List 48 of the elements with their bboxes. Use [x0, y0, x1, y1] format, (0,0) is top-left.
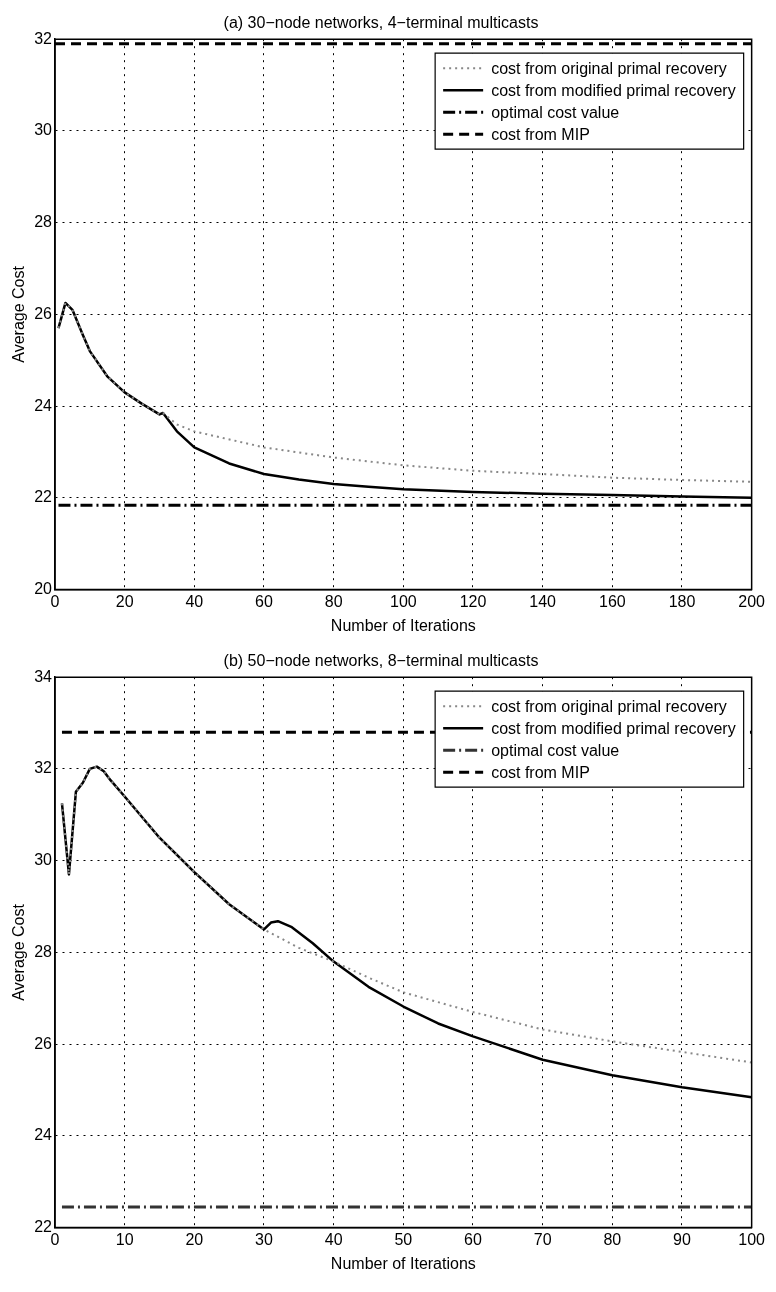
y-tick-label: 26	[34, 304, 53, 322]
chart-title: (b) 50−node networks, 8−terminal multicasts	[223, 652, 539, 670]
x-tick-label: 80	[324, 592, 343, 610]
legend-label: cost from MIP	[491, 125, 590, 143]
legend-label: cost from original primal recovery	[491, 59, 727, 77]
x-axis-title: Number of Iterations	[330, 616, 476, 634]
x-tick-label: 20	[185, 1230, 204, 1248]
legend-label: cost from MIP	[491, 763, 590, 781]
x-tick-label: 0	[50, 1230, 60, 1248]
x-tick-label: 0	[50, 592, 60, 610]
y-tick-label: 34	[34, 667, 53, 685]
x-tick-label: 200	[738, 592, 766, 610]
x-tick-label: 80	[603, 1230, 622, 1248]
y-tick-label: 30	[34, 121, 53, 139]
x-tick-label: 40	[324, 1230, 343, 1248]
y-axis-title: Average Cost	[10, 265, 28, 363]
y-tick-label: 28	[34, 942, 53, 960]
x-tick-label: 140	[529, 592, 557, 610]
x-tick-label: 100	[389, 592, 417, 610]
x-tick-label: 70	[533, 1230, 552, 1248]
legend-label: cost from modified primal recovery	[491, 81, 736, 99]
x-tick-label: 60	[255, 592, 273, 610]
x-tick-label: 160	[598, 592, 626, 610]
y-tick-label: 32	[34, 759, 53, 777]
y-tick-label: 28	[34, 213, 53, 231]
y-tick-label: 26	[34, 1034, 53, 1052]
y-tick-label: 22	[34, 488, 53, 506]
x-tick-label: 100	[738, 1230, 766, 1248]
legend-label: cost from modified primal recovery	[491, 719, 736, 737]
legend-label: optimal cost value	[491, 741, 620, 759]
y-tick-label: 24	[34, 396, 53, 414]
x-tick-label: 20	[115, 592, 134, 610]
legend-label: optimal cost value	[491, 103, 620, 121]
x-tick-label: 120	[459, 592, 487, 610]
y-tick-label: 32	[34, 29, 53, 47]
y-tick-label: 30	[34, 851, 53, 869]
y-tick-label: 24	[34, 1126, 53, 1144]
chart-title: (a) 30−node networks, 4−terminal multicasts	[223, 14, 539, 32]
x-tick-label: 40	[185, 592, 204, 610]
x-tick-label: 10	[115, 1230, 134, 1248]
x-axis-title: Number of Iterations	[330, 1254, 476, 1272]
x-tick-label: 30	[255, 1230, 273, 1248]
x-tick-label: 90	[673, 1230, 691, 1248]
x-tick-label: 50	[394, 1230, 413, 1248]
legend-label: cost from original primal recovery	[491, 697, 727, 715]
x-tick-label: 180	[668, 592, 696, 610]
y-axis-title: Average Cost	[10, 903, 28, 1001]
x-tick-label: 60	[464, 1230, 482, 1248]
